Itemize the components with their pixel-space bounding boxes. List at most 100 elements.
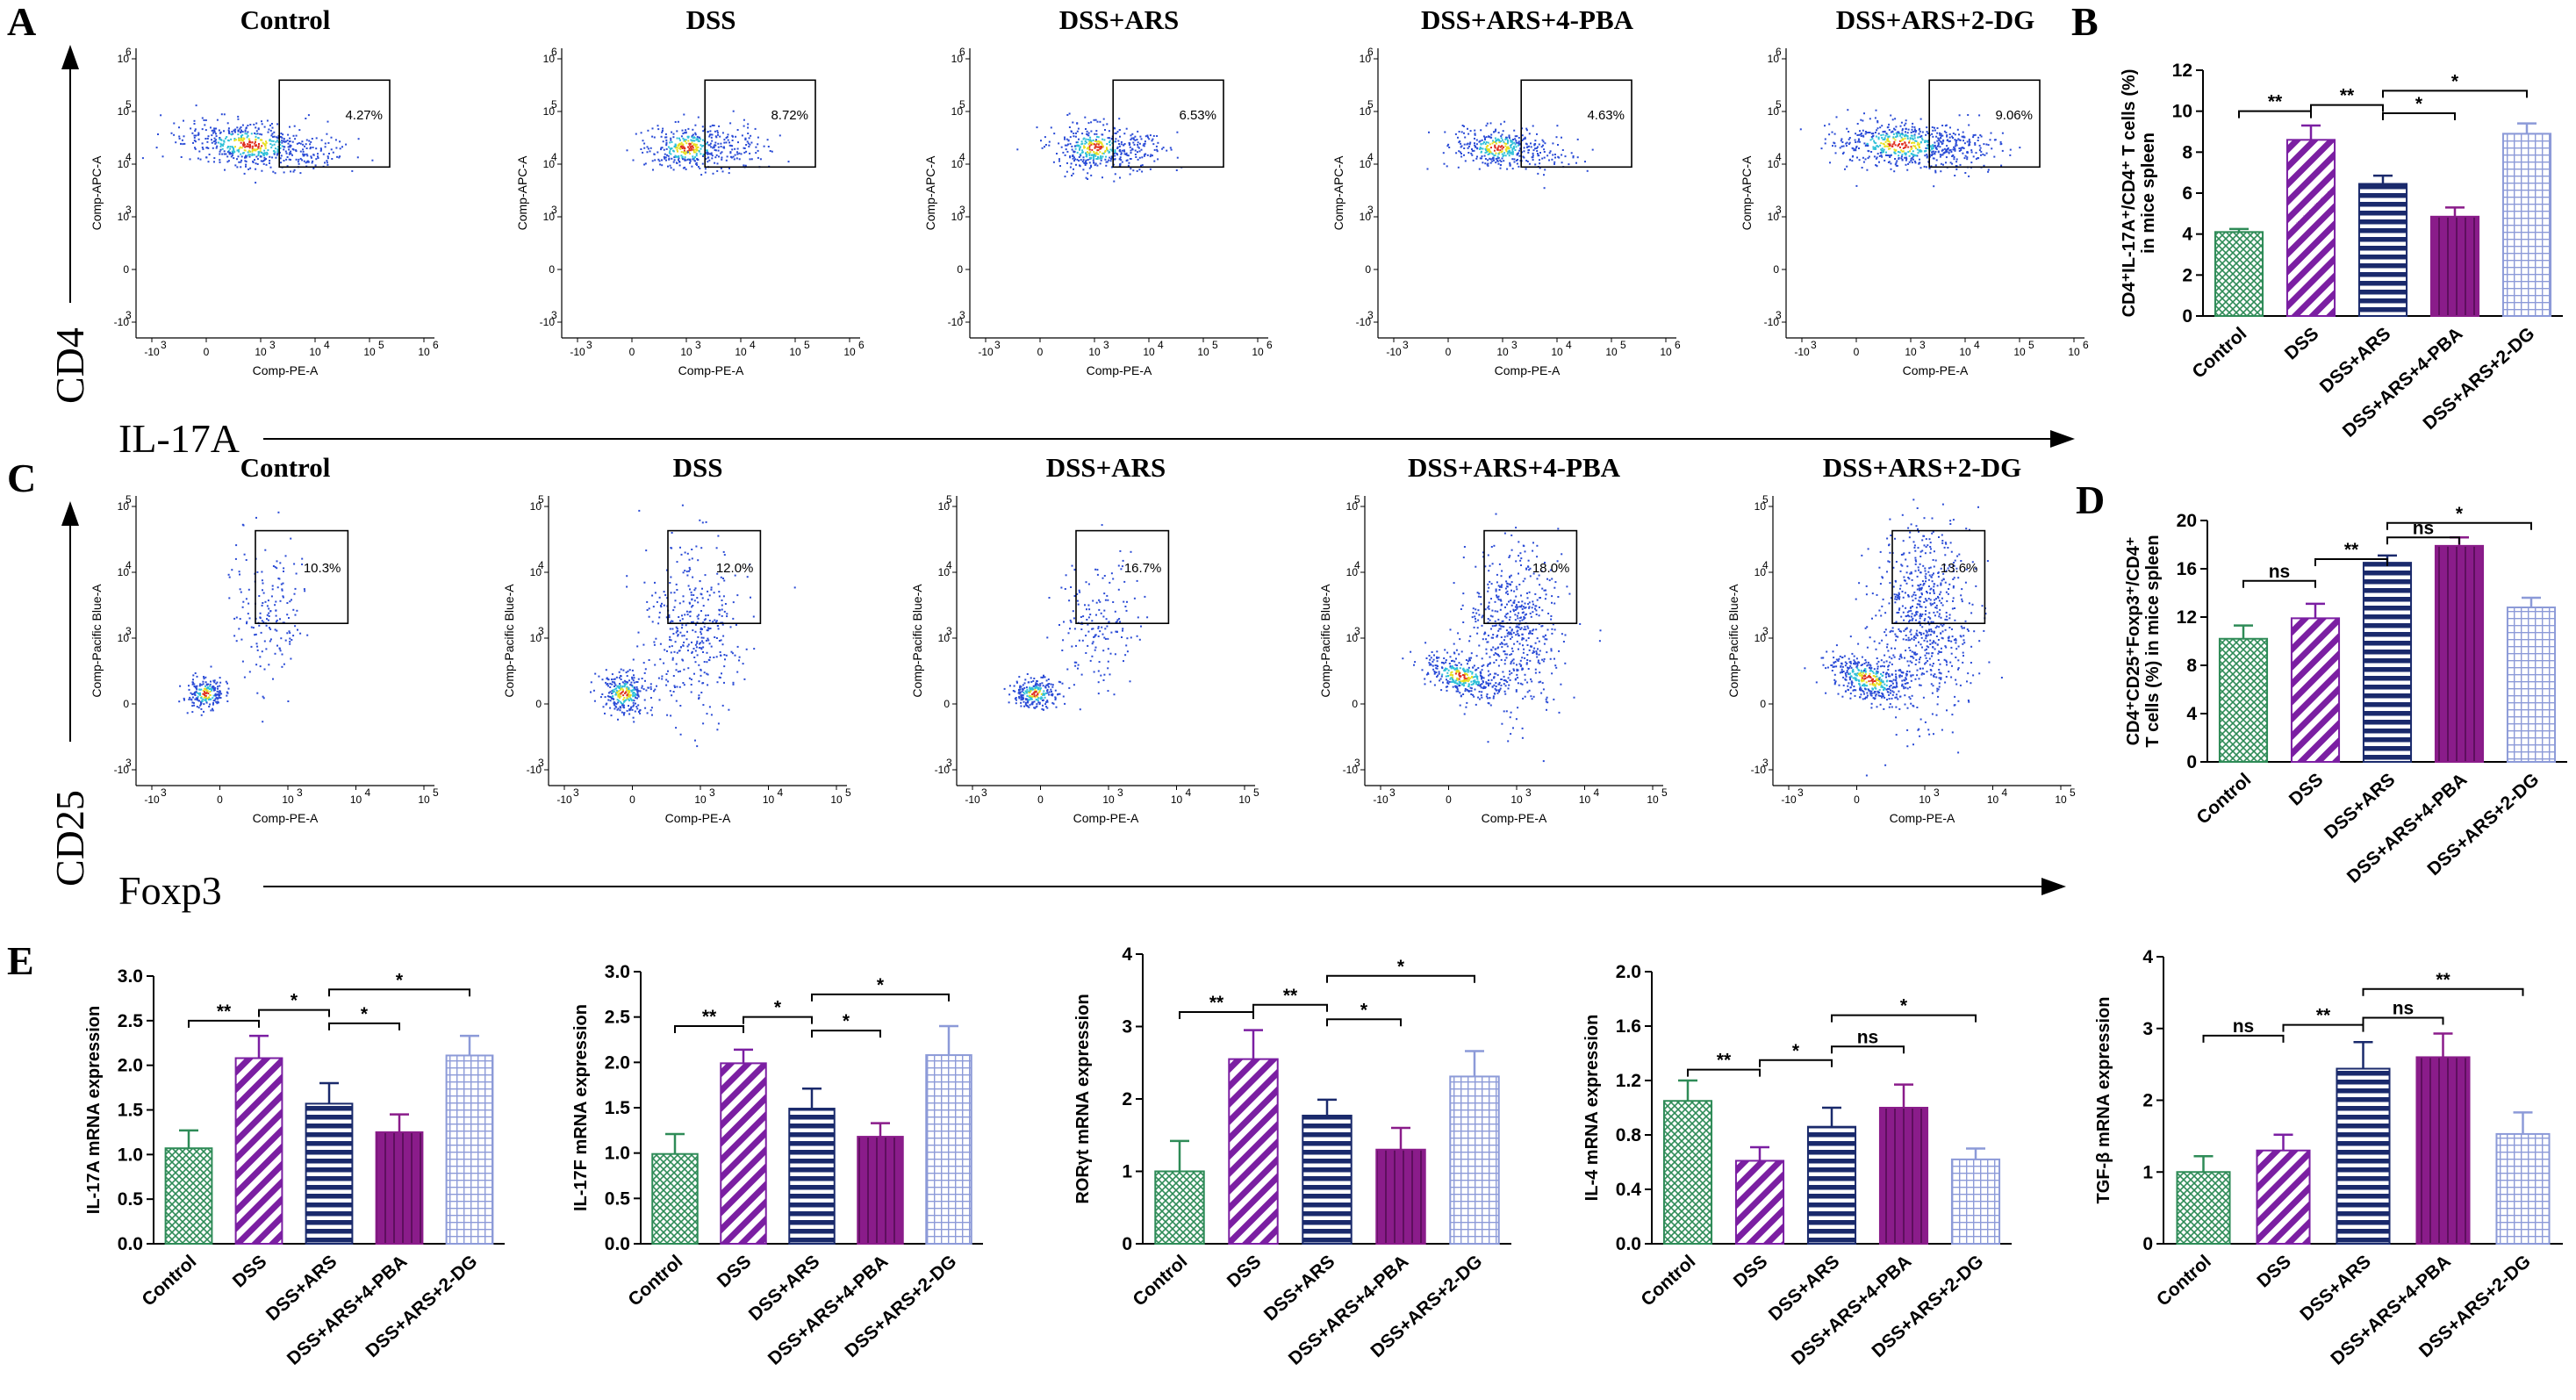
flow-event-dot xyxy=(665,678,668,681)
flow-event-dot xyxy=(1944,151,1947,154)
flow-event-dot xyxy=(254,159,255,162)
flow-event-dot xyxy=(1941,125,1944,126)
flow-event-dot xyxy=(194,698,197,700)
flow-event-dot xyxy=(1119,135,1121,138)
flow-event-dot xyxy=(723,554,726,556)
flow-event-dot xyxy=(259,155,262,158)
flow-event-dot xyxy=(193,119,196,122)
flow-event-dot xyxy=(634,688,636,691)
flow-event-dot xyxy=(257,147,260,149)
flow-event-dot xyxy=(356,156,359,159)
flow-x-tick-exp: 6 xyxy=(2083,339,2089,351)
flow-event-dot xyxy=(1120,159,1123,162)
flow-event-dot xyxy=(1456,686,1458,688)
flow-event-dot xyxy=(691,549,693,550)
flow-event-dot xyxy=(612,695,614,698)
flow-event-dot xyxy=(1535,147,1538,149)
flow-event-dot xyxy=(1103,609,1106,612)
flow-event-dot xyxy=(1157,141,1159,144)
flow-event-dot xyxy=(212,129,214,132)
flow-event-dot xyxy=(696,745,699,748)
flow-event-dot xyxy=(242,600,245,603)
flow-event-dot xyxy=(1026,673,1029,675)
flow-event-dot xyxy=(1917,136,1919,139)
flow-event-dot xyxy=(1467,133,1470,135)
flow-event-dot xyxy=(1475,673,1477,676)
flow-x-tick-exp: 6 xyxy=(1266,339,1273,351)
flow-event-dot xyxy=(1115,132,1117,134)
flow-event-dot xyxy=(750,141,753,144)
flow-event-dot xyxy=(618,694,621,697)
flow-event-dot xyxy=(1841,138,1843,140)
flow-event-dot xyxy=(702,154,705,155)
flow-event-dot xyxy=(226,691,228,693)
flow-event-dot xyxy=(1138,638,1141,641)
flow-event-dot xyxy=(626,709,628,712)
flow-event-dot xyxy=(1462,679,1465,682)
flow-event-dot xyxy=(1438,671,1440,673)
flow-event-dot xyxy=(1886,133,1889,136)
flow-event-dot xyxy=(1119,156,1122,159)
flow-event-dot xyxy=(227,129,230,132)
flow-event-dot xyxy=(1515,690,1518,693)
flow-event-dot xyxy=(678,650,680,652)
flow-event-dot xyxy=(709,153,712,155)
flow-event-dot xyxy=(1918,145,1920,147)
flow-event-dot xyxy=(241,152,244,154)
flow-event-dot xyxy=(233,617,236,620)
flow-event-dot xyxy=(716,130,719,133)
flow-event-dot xyxy=(611,693,614,694)
flow-event-dot xyxy=(672,633,675,635)
flow-event-dot xyxy=(252,148,254,151)
flow-event-dot xyxy=(306,160,309,162)
flow-event-dot xyxy=(690,139,692,141)
flow-event-dot xyxy=(205,687,207,690)
flow-event-dot xyxy=(1094,144,1097,147)
flow-event-dot xyxy=(233,138,236,140)
flow-event-dot xyxy=(302,148,305,151)
flow-event-dot xyxy=(734,654,736,657)
flow-event-dot xyxy=(646,600,649,603)
flow-event-dot xyxy=(1487,682,1489,685)
flow-event-dot xyxy=(1037,693,1039,695)
flow-event-dot xyxy=(1500,140,1503,143)
flow-event-dot xyxy=(651,160,654,162)
flow-event-dot xyxy=(283,160,285,162)
flow-event-dot xyxy=(615,676,618,678)
flow-event-dot xyxy=(263,640,266,643)
flow-event-dot xyxy=(1946,145,1948,147)
flow-event-dot xyxy=(1150,154,1152,156)
flow-event-dot xyxy=(182,143,184,146)
flow-event-dot xyxy=(728,144,731,147)
flow-event-dot xyxy=(757,143,759,146)
flow-event-dot xyxy=(619,697,621,700)
flow-event-dot xyxy=(1513,669,1515,671)
flow-event-dot xyxy=(248,147,251,149)
flow-event-dot xyxy=(1495,152,1497,154)
flow-event-dot xyxy=(1509,152,1511,154)
flow-event-dot xyxy=(216,693,219,696)
flow-event-dot xyxy=(1082,615,1085,618)
flow-event-dot xyxy=(640,132,642,134)
flow-event-dot xyxy=(1862,129,1864,132)
flow-event-dot xyxy=(213,687,216,690)
flow-event-dot xyxy=(181,139,183,141)
flow-event-dot xyxy=(685,610,688,613)
flow-x-tick-exp: 4 xyxy=(1158,339,1164,351)
flow-event-dot xyxy=(198,688,201,691)
flow-event-dot xyxy=(258,624,261,627)
flow-event-dot xyxy=(1463,132,1465,134)
flow-x-tick-label: 10 xyxy=(282,793,294,806)
flow-event-dot xyxy=(233,147,234,150)
flow-event-dot xyxy=(1500,642,1503,644)
flow-event-dot xyxy=(1934,129,1936,132)
flow-event-dot xyxy=(632,679,635,682)
flow-event-dot xyxy=(1475,669,1477,671)
flow-event-dot xyxy=(1120,153,1123,155)
flow-event-dot xyxy=(1475,157,1478,160)
flow-event-dot xyxy=(1962,147,1964,149)
flow-event-dot xyxy=(269,628,272,630)
flow-event-dot xyxy=(698,614,700,616)
flow-event-dot xyxy=(205,138,207,140)
